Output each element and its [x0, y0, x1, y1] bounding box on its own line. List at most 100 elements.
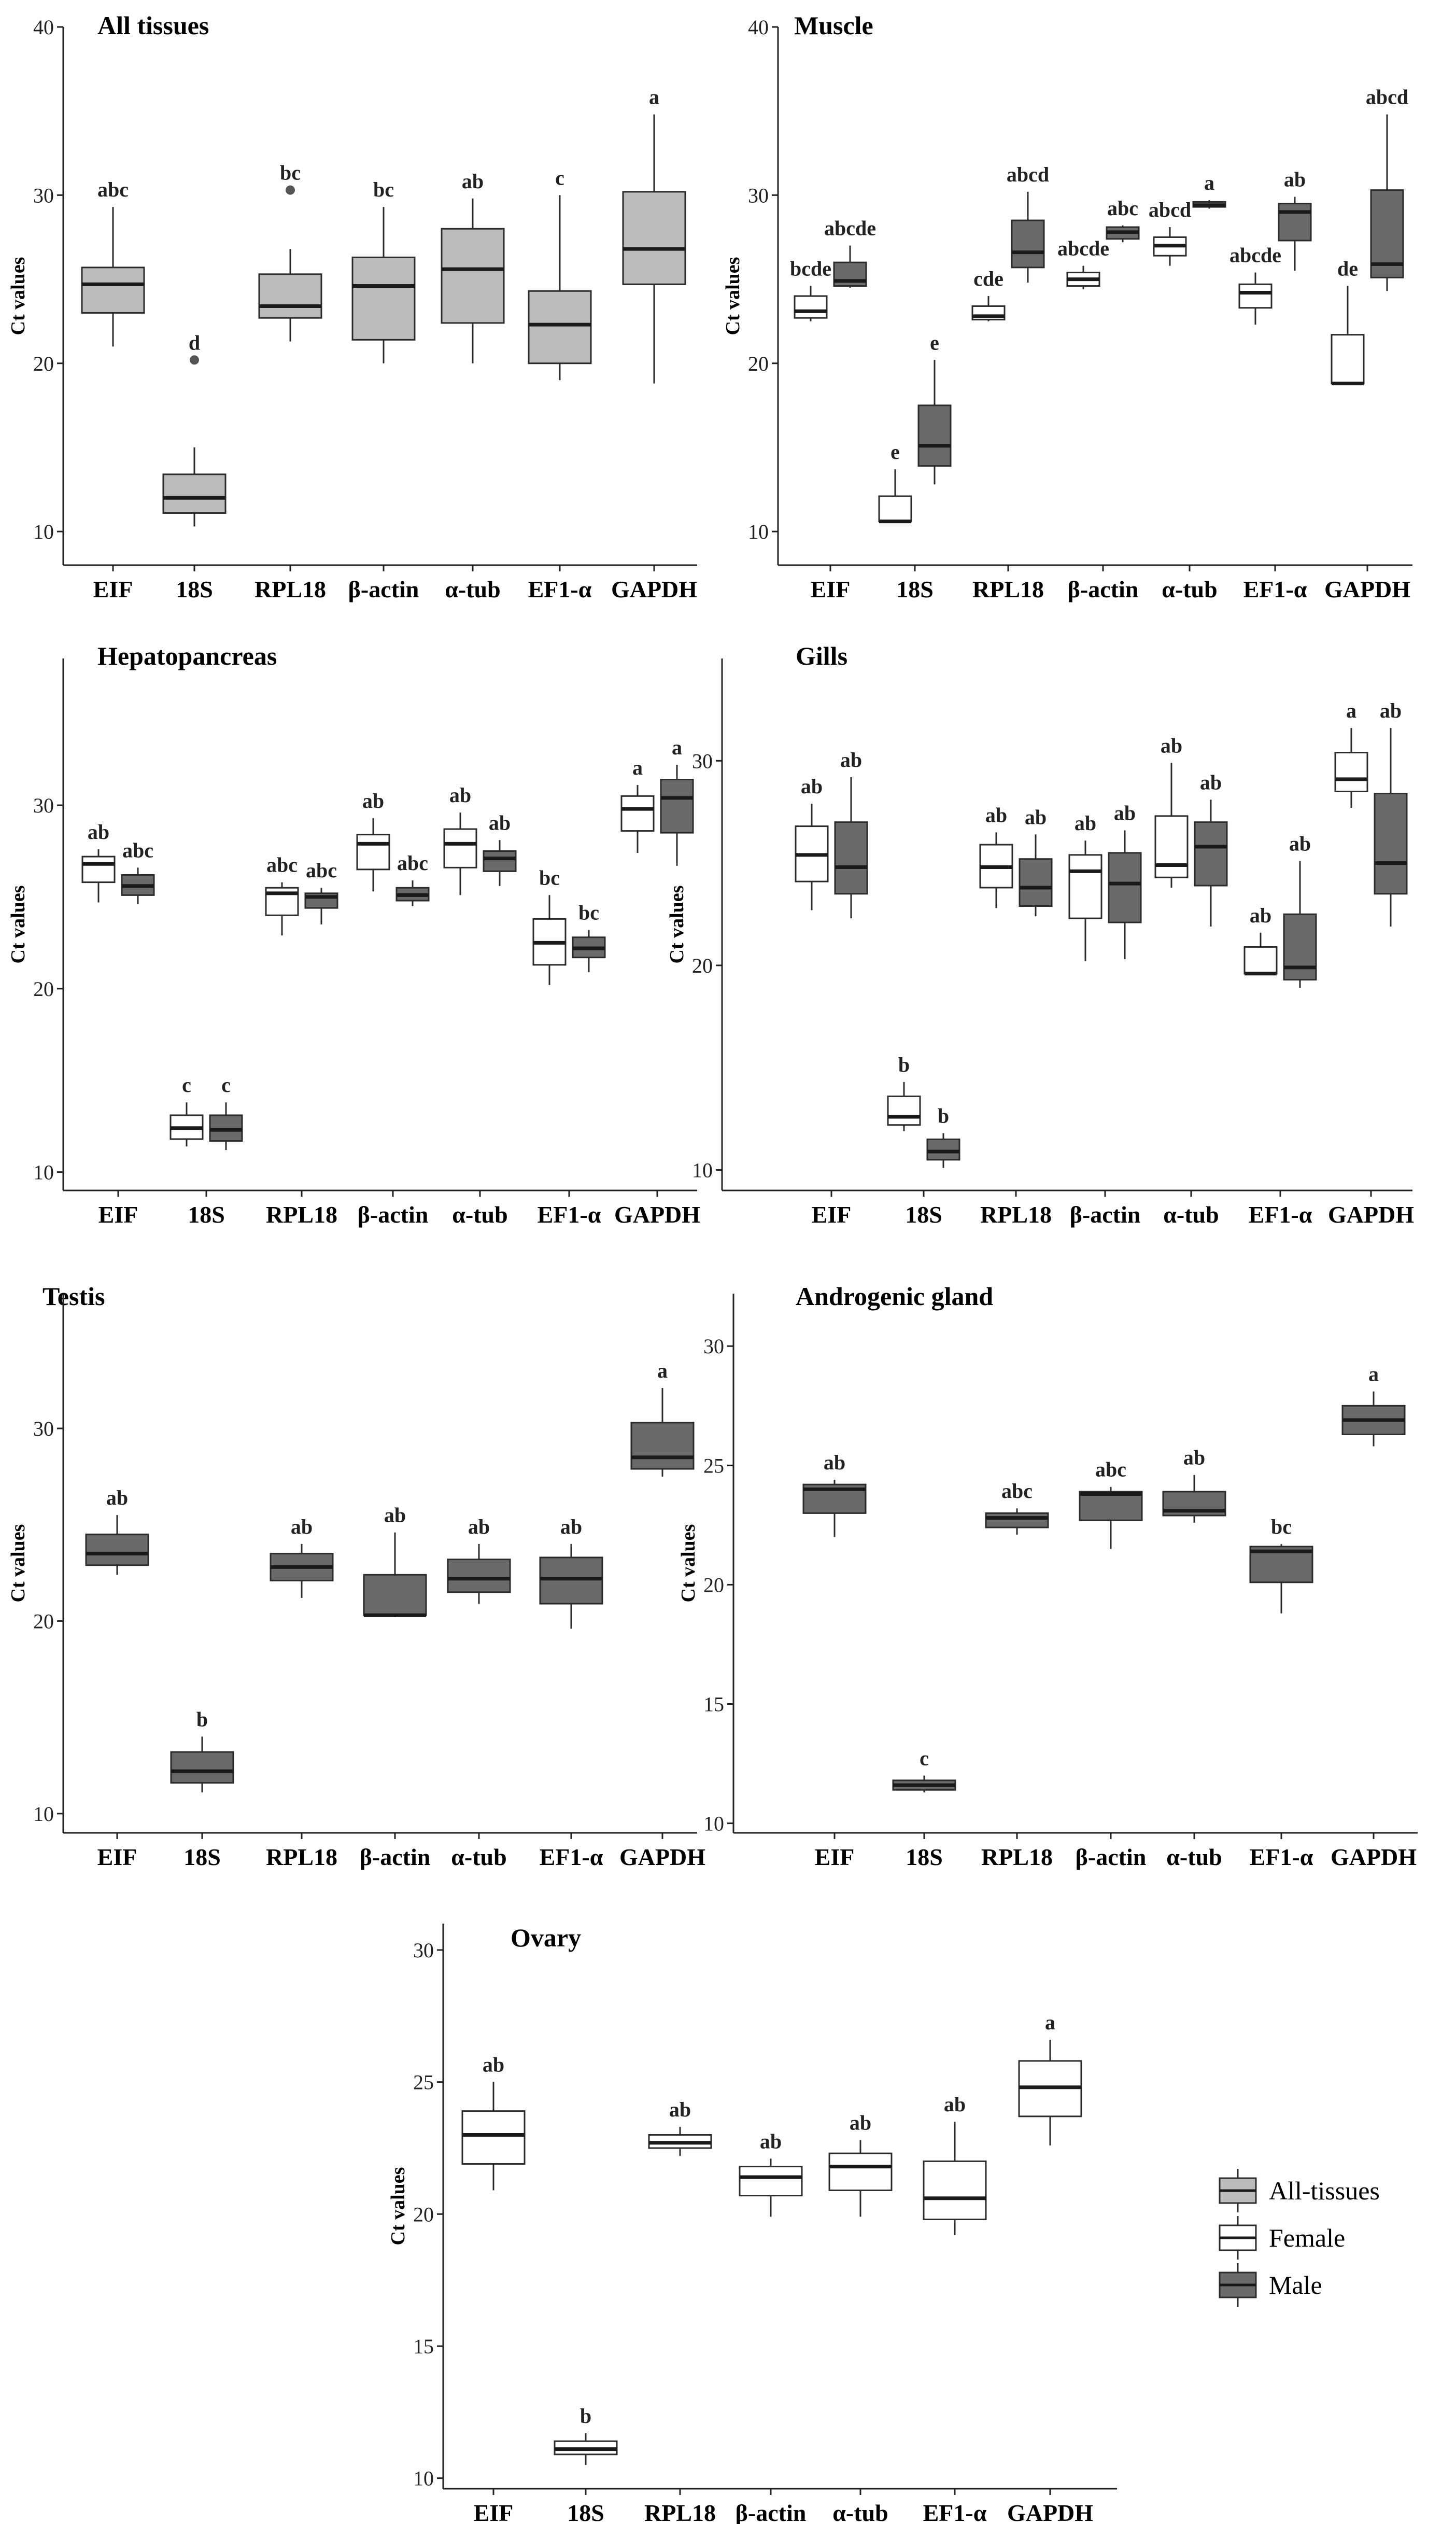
y-tick-label: 40: [33, 16, 54, 39]
x-tick-label-rpl18: RPL18: [980, 1201, 1052, 1228]
significance-letter: ab: [1161, 734, 1182, 757]
box-all-beta-actin: bc: [351, 178, 416, 363]
box-iqr: [441, 228, 505, 324]
x-tick-label-eif: EIF: [811, 576, 851, 602]
y-tick-label: 10: [703, 1812, 724, 1835]
y-tick-label: 15: [413, 2335, 434, 2358]
legend-item-female: Female: [1219, 2216, 1345, 2260]
panel-title: Gills: [796, 641, 847, 670]
y-axis-label: Ct values: [7, 886, 29, 964]
y-tick-label: 20: [33, 352, 54, 375]
significance-letter: ab: [1284, 168, 1306, 191]
panel-ovary: Ovary 10 15 20 25 30 Ct values EIF 18S RPL18 β-act…: [387, 1923, 1117, 2524]
x-tick-label-gapdh: GAPDH: [1007, 2500, 1093, 2524]
y-axis-label: Ct values: [387, 2167, 409, 2246]
significance-letter: abc: [397, 851, 428, 875]
x-tick-label-ef1-alpha: EF1-α: [1243, 576, 1307, 602]
legend: All-tissues Female Male: [1219, 2169, 1380, 2307]
significance-letter: ab: [1114, 801, 1136, 824]
box-female-alpha-tub: ab: [1154, 734, 1189, 888]
box-male-beta-actin: abc: [1106, 197, 1140, 243]
box-iqr: [528, 290, 592, 364]
box-iqr: [258, 273, 322, 319]
significance-letter: c: [555, 166, 564, 189]
box-iqr: [443, 828, 477, 868]
x-tick-label-eif: EIF: [98, 1201, 138, 1228]
panel-title: Muscle: [794, 11, 873, 40]
significance-letter: abcd: [1007, 163, 1049, 186]
significance-letter: ab: [824, 1451, 845, 1474]
box-iqr: [828, 2152, 893, 2191]
box-male-eif: ab: [834, 748, 868, 919]
box-male-rpl18: ab: [1019, 805, 1053, 917]
panel-title: Androgenic gland: [796, 1282, 993, 1311]
x-tick-label-18s: 18S: [188, 1201, 225, 1228]
x-tick-label-beta-actin: β-actin: [360, 1844, 431, 1870]
panel-all-tissues: All tissues 10 20 30 40 Ct values EIF 18S RPL18 β…: [7, 11, 697, 602]
significance-letter: abc: [1095, 1458, 1126, 1481]
legend-label: Male: [1269, 2270, 1322, 2299]
panel-gills: Gills 10 20 30 Ct values EIF 18S RPL18 β-actin α-…: [666, 641, 1414, 1228]
x-tick-label-18s: 18S: [905, 1201, 942, 1228]
box-female-ef1-alpha: bc: [532, 866, 567, 985]
significance-letter: c: [182, 1073, 191, 1097]
x-tick-label-rpl18: RPL18: [266, 1844, 337, 1870]
box-male-gapdh: a: [1341, 1363, 1406, 1447]
box-female-rpl18: abc: [265, 853, 299, 936]
box-iqr: [1334, 752, 1368, 792]
box-male-rpl18: ab: [270, 1515, 334, 1598]
x-tick-label-alpha-tub: α-tub: [445, 576, 500, 602]
y-tick-label: 30: [33, 184, 54, 207]
box-iqr: [209, 1114, 243, 1142]
box-male-alpha-tub: ab: [483, 811, 517, 886]
x-tick-label-alpha-tub: α-tub: [451, 1844, 506, 1870]
box-female-alpha-tub: ab: [443, 783, 477, 895]
box-all-gapdh: a: [622, 86, 686, 384]
significance-letter: a: [1045, 2011, 1055, 2034]
significance-letter: ab: [489, 811, 511, 834]
y-tick-label: 10: [33, 1802, 54, 1826]
significance-letter: a: [1204, 171, 1214, 194]
panel-title: Testis: [43, 1282, 105, 1311]
box-iqr: [351, 256, 416, 341]
box-iqr: [1331, 334, 1365, 385]
y-tick-label: 20: [748, 352, 769, 375]
box-iqr: [363, 1574, 427, 1616]
x-tick-label-gapdh: GAPDH: [619, 1844, 705, 1870]
significance-letter: ab: [850, 2111, 871, 2135]
significance-letter: bc: [373, 178, 394, 201]
x-tick-label-gapdh: GAPDH: [1331, 1844, 1417, 1870]
box-iqr: [170, 1751, 234, 1784]
significance-letter: bc: [539, 866, 560, 889]
box-iqr: [356, 834, 390, 871]
box-iqr: [1278, 203, 1312, 242]
significance-letter: b: [938, 1104, 949, 1128]
box-male-gapdh: a: [660, 736, 694, 866]
y-tick-label: 10: [33, 1161, 54, 1184]
y-tick-label: 30: [692, 749, 713, 773]
significance-letter: ab: [468, 1515, 490, 1538]
significance-letter: abc: [1107, 197, 1138, 220]
box-male-18s: b: [926, 1104, 960, 1168]
significance-letter: ab: [362, 789, 384, 812]
box-female-18s: c: [169, 1073, 204, 1147]
x-tick-label-eif: EIF: [93, 576, 133, 602]
box-female-beta-actin: ab: [1068, 811, 1102, 962]
box-male-18s: c: [892, 1747, 956, 1792]
significance-letter: abc: [266, 853, 298, 877]
box-iqr: [162, 473, 227, 514]
significance-letter: abc: [1001, 1479, 1033, 1503]
x-tick-label-rpl18: RPL18: [972, 576, 1044, 602]
significance-letter: abcde: [1057, 237, 1109, 260]
y-tick-label: 25: [703, 1454, 724, 1477]
box-male-eif: abcde: [824, 217, 876, 288]
box-iqr: [539, 1557, 603, 1605]
box-female-eif: ab: [795, 775, 829, 910]
significance-letter: a: [1368, 1363, 1379, 1386]
y-tick-label: 20: [33, 977, 54, 1001]
panel-title: Hepatopancreas: [97, 641, 277, 670]
significance-letter: abcd: [1366, 86, 1408, 109]
box-iqr: [917, 404, 952, 467]
